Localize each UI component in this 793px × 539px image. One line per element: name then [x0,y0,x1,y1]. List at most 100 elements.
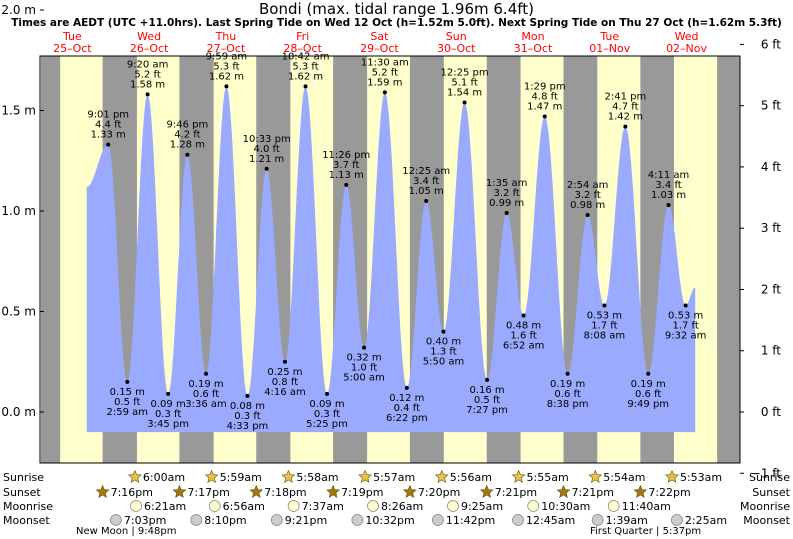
tide-label: 5.3 ft [213,61,239,72]
tide-label: 0.15 m [110,387,145,398]
moonrise-time: 6:21am [144,500,186,513]
tide-label: 0.19 m [550,379,585,390]
moonset-time: 1:39am [606,514,648,527]
tide-point [485,377,490,382]
tide-label: 5.2 ft [134,69,160,80]
tide-label: 3:36 am [185,399,227,410]
tide-point [666,202,671,207]
tide-label: 9:59 am [206,51,248,62]
plot-frame [39,55,741,464]
sunset-icon [633,484,648,498]
tide-label: 2:41 pm [604,92,646,103]
day-date: 29–Oct [360,42,399,55]
moonset-icon [351,514,364,526]
y-right-tick-label: 5 ft [761,99,781,113]
tide-label: 0.3 ft [155,409,181,420]
tide-label: 0.09 m [309,399,344,410]
tide-point [542,114,547,119]
tide-label: 3.4 ft [655,180,681,191]
row-label-left: Moonset [3,514,50,527]
tide-point [344,182,349,187]
tide-point [325,391,330,396]
tide-label: 5.2 ft [372,67,398,78]
tide-label: 8:08 am [584,330,626,341]
tide-point [424,198,429,203]
y-tick-label: 1.0 m [1,204,36,218]
day-name: Wed [137,30,161,43]
moonset-icon [671,514,683,526]
moonset-icon [512,514,524,526]
tide-label: 1.7 ft [591,320,617,331]
tide-label: 1:35 am [486,178,528,189]
tide-label: 4.7 ft [612,102,638,113]
tide-label: 11:26 pm [322,150,370,161]
tide-curve-area [86,86,696,433]
tide-label: 0.4 ft [394,403,420,414]
sunset-time: 7:18pm [264,486,306,499]
tide-point [282,359,287,364]
tide-markers: 9:01 pm4.4 ft1.33 m0.15 m0.5 ft2:59 am9:… [87,51,706,432]
tide-point [646,371,651,376]
tide-label: 12:25 am [402,166,450,177]
sunrise-icon [204,469,219,483]
tide-point [521,313,526,318]
sunset-time: 7:21pm [572,486,614,499]
tide-point [404,385,409,390]
tide-label: 0.3 ft [314,409,340,420]
tide-label: 1.6 ft [510,331,536,342]
tide-point [462,100,467,105]
tide-label: 0.25 m [267,367,302,378]
y-tick-label: 0.0 m [1,405,36,419]
tide-label: 3.2 ft [574,190,600,201]
day-date: 02–Nov [666,42,707,55]
sunrise-icon [665,469,679,483]
sunset-icon [249,484,264,498]
tide-label: 1.3 ft [430,347,456,358]
tide-label: 1.47 m [527,102,562,113]
sunrise-time: 5:57am [373,471,415,484]
day-date: 31–Oct [514,42,553,55]
y-tick-label: 0.5 m [1,305,36,319]
tide-label: 0.19 m [631,379,666,390]
tide-label: 1.62 m [209,71,244,82]
tide-point [382,90,387,95]
y-right-tick-label: 4 ft [761,160,781,174]
tide-point [585,213,590,218]
moonrise-icon [287,500,300,512]
tide-label: 12:25 pm [441,67,489,78]
day-name: Tue [599,30,619,43]
tide-label: 0.53 m [668,310,703,321]
moonset-time: 7:03pm [124,514,166,527]
tide-label: 1.03 m [651,190,686,201]
moonset-icon [270,514,283,526]
tide-label: 0.16 m [469,385,504,396]
sunset-icon [556,484,571,498]
moonset-icon [431,514,444,526]
tide-label: 1.33 m [91,130,126,141]
tide-label: 3.4 ft [413,176,439,187]
tide-label: 1.28 m [170,140,205,151]
y-tick-label: 1.5 m [1,104,36,118]
tide-label: 6:22 pm [386,413,428,424]
sunrise-time: 5:56am [450,471,492,484]
tide-label: 0.5 ft [474,395,500,406]
tide-label: 0.12 m [389,393,424,404]
tide-label: 5:50 am [423,357,465,368]
sunset-icon [326,484,341,498]
tide-point [683,303,688,308]
tide-label: 2:59 am [107,407,149,418]
moonrise-time: 7:37am [302,500,344,513]
tide-point [245,393,250,398]
tide-point [623,124,628,129]
tide-label: 0.32 m [346,353,381,364]
y-right-tick-label: 2 ft [761,282,781,296]
row-label-right: Moonrise [740,500,790,513]
row-label-right: Sunset [752,486,790,499]
tide-label: 0.19 m [188,379,223,390]
tide-label: 3.2 ft [493,188,519,199]
tide-label: 5:25 pm [306,419,348,430]
tide-label: 9:32 am [665,330,707,341]
day-labels: Tue25–OctWed26–OctThu27–OctFri28–OctSat2… [53,30,707,55]
moonrise-time: 11:40am [622,500,671,513]
